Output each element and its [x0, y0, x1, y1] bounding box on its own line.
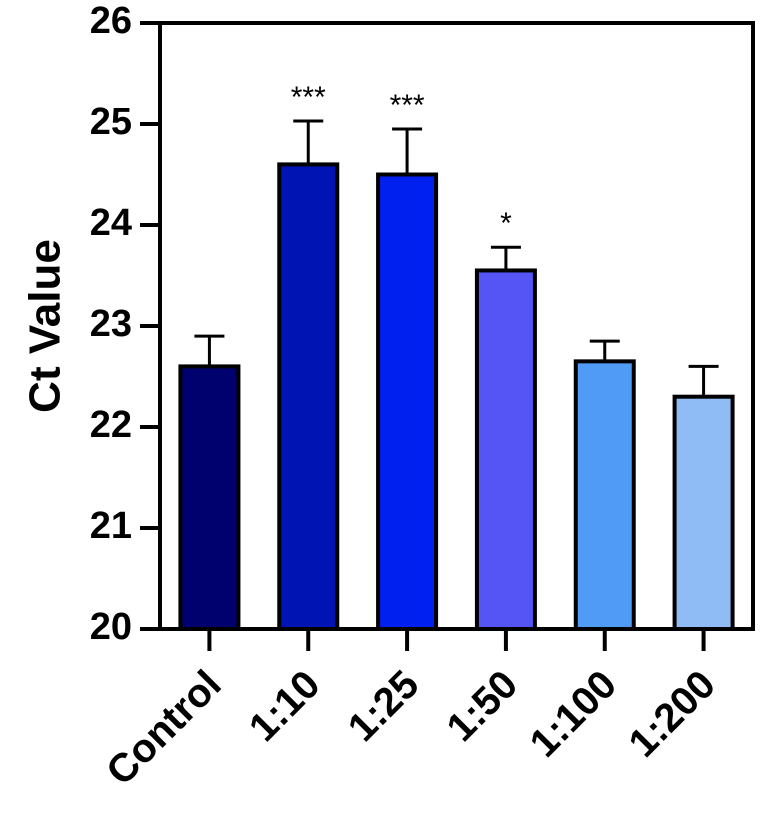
x-category-label: 1:200 [620, 662, 723, 765]
x-category-label: 1:100 [522, 662, 625, 765]
plot-frame [158, 21, 755, 631]
significance-label: *** [390, 89, 425, 122]
y-tick-label: 21 [90, 505, 132, 547]
bar [573, 359, 636, 631]
y-axis-title: Ct Value [21, 239, 70, 413]
y-tick-label: 20 [90, 606, 132, 648]
y-tick-label: 23 [90, 303, 132, 345]
bar [474, 268, 537, 631]
bars [178, 162, 735, 632]
x-category-label: Control [98, 662, 230, 794]
y-tick-label: 24 [90, 202, 132, 244]
x-category-label: 1:10 [241, 662, 329, 750]
x-axis-ticks [207, 629, 706, 651]
significance-label: *** [291, 81, 326, 114]
x-category-label: 1:50 [439, 662, 527, 750]
bar [178, 364, 241, 631]
y-tick-label: 22 [90, 404, 132, 446]
y-tick-label: 25 [90, 101, 132, 143]
bar [376, 172, 439, 631]
bar [672, 394, 735, 632]
y-tick-label: 26 [90, 0, 132, 42]
x-category-label: 1:25 [340, 662, 428, 750]
error-bars [194, 119, 719, 397]
significance-markers: *** **** [291, 81, 512, 240]
significance-label: * [500, 207, 512, 240]
bar [277, 162, 340, 631]
y-axis-ticks: 20 21 22 23 24 25 26 [90, 0, 160, 648]
